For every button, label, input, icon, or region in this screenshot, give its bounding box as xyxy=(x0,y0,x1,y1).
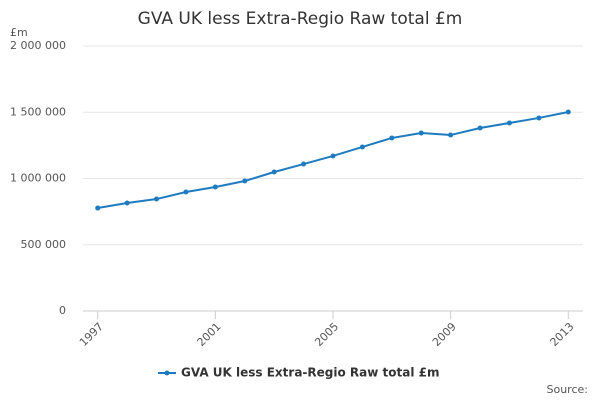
y-tick-label: 2 000 000 xyxy=(10,39,66,52)
point xyxy=(271,169,277,175)
chart-title: GVA UK less Extra-Regio Raw total £m xyxy=(138,9,463,29)
point xyxy=(477,125,483,131)
point xyxy=(183,189,189,195)
x-tick-label: 2005 xyxy=(312,320,341,349)
legend-label: GVA UK less Extra-Regio Raw total £m xyxy=(181,366,439,380)
source: Source: xyxy=(547,383,589,396)
point xyxy=(212,184,218,190)
point xyxy=(448,132,454,138)
legend-marker xyxy=(164,370,170,376)
point xyxy=(124,200,130,206)
point xyxy=(565,109,571,115)
y-tick-label: 1 000 000 xyxy=(10,172,66,185)
x-tick-label: 2009 xyxy=(430,320,459,349)
point xyxy=(359,144,365,150)
point xyxy=(506,120,512,126)
point xyxy=(389,135,395,141)
x-tick-label: 2001 xyxy=(195,320,224,349)
x-tick-label: 2013 xyxy=(548,320,577,349)
point xyxy=(95,205,101,211)
y-axis-label: £m xyxy=(10,26,28,39)
y-tick-label: 0 xyxy=(59,304,66,317)
point xyxy=(330,153,336,159)
y-tick-label: 500 000 xyxy=(21,238,67,251)
line xyxy=(97,111,569,210)
point xyxy=(154,196,160,202)
x-tick-label: 1997 xyxy=(77,320,106,349)
point xyxy=(418,130,424,136)
point xyxy=(301,161,307,167)
point xyxy=(242,178,248,184)
y-tick-label: 1 500 000 xyxy=(10,105,66,118)
point xyxy=(536,115,542,121)
